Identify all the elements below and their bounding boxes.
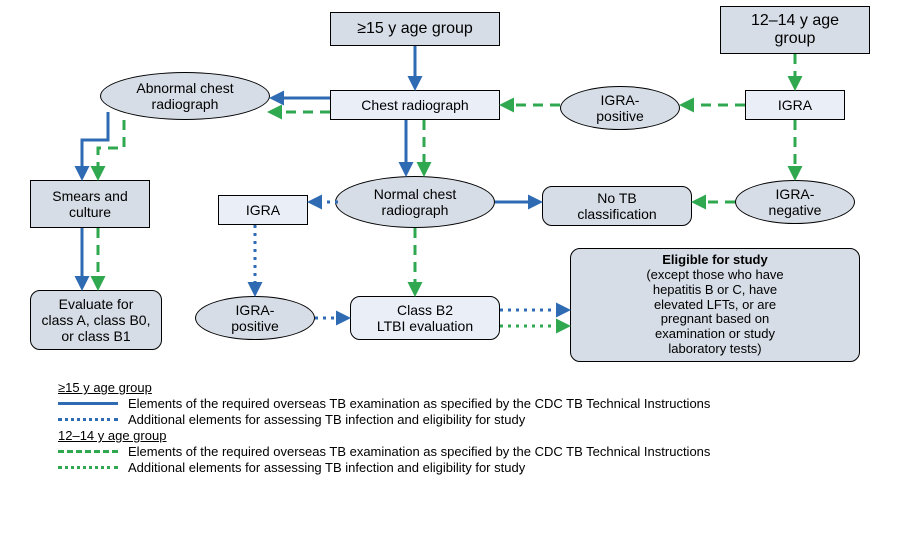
legend-line-sample	[58, 418, 118, 421]
node-smears: Smears and culture	[30, 180, 150, 228]
legend-text: Additional elements for assessing TB inf…	[128, 412, 525, 427]
node-igraR: IGRA	[745, 90, 845, 120]
legend-line-sample	[58, 466, 118, 469]
node-normal: Normal chest radiograph	[335, 176, 495, 228]
legend-row: Elements of the required overseas TB exa…	[58, 444, 710, 459]
legend-group-title: 12–14 y age group	[58, 428, 710, 443]
legend-text: Elements of the required overseas TB exa…	[128, 396, 710, 411]
flowchart-canvas: ≥15 y age group 12–14 y age group Chest ra…	[0, 0, 900, 560]
node-notb: No TB classification	[542, 186, 692, 226]
legend: ≥15 y age groupElements of the required …	[58, 380, 710, 476]
node-igraL: IGRA	[218, 195, 308, 225]
node-eligible: Eligible for study(except those who have…	[570, 248, 860, 362]
node-igraPosBot: IGRA- positive	[195, 296, 315, 340]
legend-group-title: ≥15 y age group	[58, 380, 710, 395]
node-age15: ≥15 y age group	[330, 12, 500, 46]
legend-text: Elements of the required overseas TB exa…	[128, 444, 710, 459]
legend-row: Elements of the required overseas TB exa…	[58, 396, 710, 411]
legend-line-sample	[58, 450, 118, 453]
node-abn: Abnormal chest radiograph	[100, 72, 270, 120]
node-age1214: 12–14 y age group	[720, 6, 870, 54]
legend-row: Additional elements for assessing TB inf…	[58, 412, 710, 427]
node-igraPosTop: IGRA- positive	[560, 86, 680, 130]
legend-row: Additional elements for assessing TB inf…	[58, 460, 710, 475]
legend-line-sample	[58, 402, 118, 405]
node-classb2: Class B2 LTBI evaluation	[350, 296, 500, 340]
node-igraNeg: IGRA- negative	[735, 180, 855, 224]
edge-abn-smears-green	[98, 120, 124, 178]
node-evaluate: Evaluate for class A, class B0, or class…	[30, 290, 162, 350]
node-chestrad: Chest radiograph	[330, 90, 500, 120]
edge-abn-smears-blue	[82, 112, 108, 178]
legend-text: Additional elements for assessing TB inf…	[128, 460, 525, 475]
